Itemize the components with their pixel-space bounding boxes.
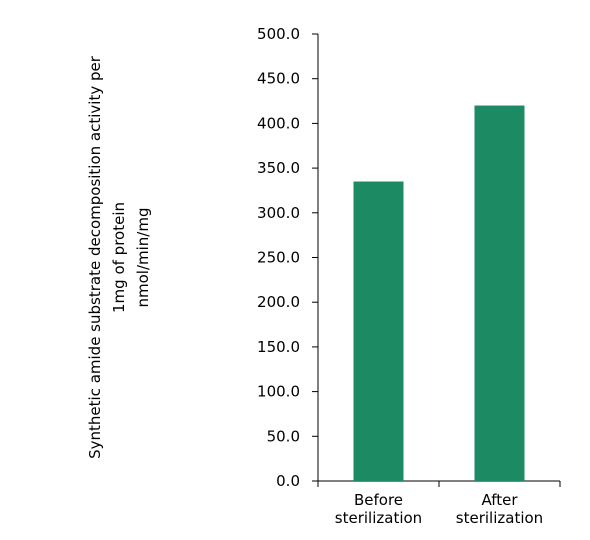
y-tick-label: 250.0 [257, 249, 300, 267]
y-tick-label: 0.0 [276, 472, 300, 490]
x-tick-label-line: sterilization [456, 509, 543, 527]
x-tick-label-line: After [481, 491, 518, 509]
y-axis: 0.0 50.0 100.0 150.0 200.0 250.0 300.0 350.0 400… [257, 25, 319, 490]
y-axis-label-line: 1mg of protein [110, 202, 128, 313]
bar [353, 181, 404, 481]
y-tick-label: 150.0 [257, 338, 300, 356]
bar [474, 105, 525, 482]
x-tick-label-line: Before [354, 491, 403, 509]
y-axis-label: Synthetic amide substrate decomposition … [86, 55, 152, 459]
y-tick-label: 400.0 [257, 114, 300, 132]
y-axis-label-line: nmol/min/mg [134, 208, 152, 308]
y-tick-label: 500.0 [257, 25, 300, 43]
x-tick-label: Before sterilization [335, 491, 422, 527]
bars [353, 105, 525, 482]
y-tick-label: 100.0 [257, 383, 300, 401]
x-tick-label: After sterilization [456, 491, 543, 527]
y-tick-label: 50.0 [267, 427, 300, 445]
y-axis-label-line: Synthetic amide substrate decomposition … [86, 55, 104, 459]
y-tick-label: 450.0 [257, 70, 300, 88]
y-tick-label: 200.0 [257, 293, 300, 311]
y-tick-label: 350.0 [257, 159, 300, 177]
y-tick-label: 300.0 [257, 204, 300, 222]
x-tick-label-line: sterilization [335, 509, 422, 527]
